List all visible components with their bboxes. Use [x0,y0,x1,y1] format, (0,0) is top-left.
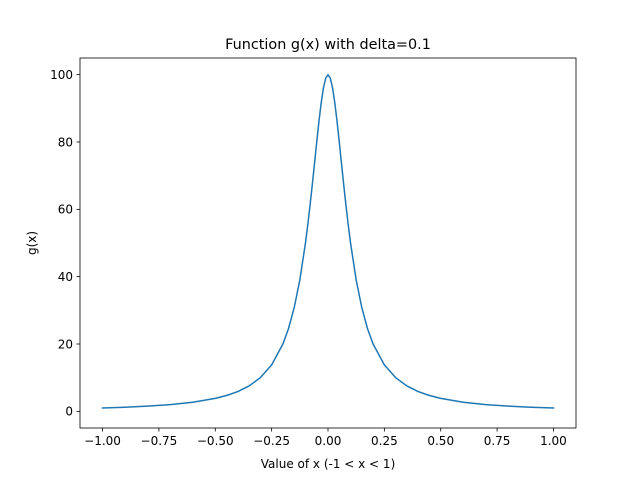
plot-background [80,58,576,428]
y-tick-label: 80 [58,135,73,149]
x-tick-label: 0.50 [427,434,454,448]
x-tick-label: 0.25 [371,434,398,448]
x-axis-label: Value of x (-1 < x < 1) [261,457,396,471]
x-tick-label: 0.75 [484,434,511,448]
x-tick-label: −0.25 [253,434,290,448]
y-tick-label: 0 [65,405,73,419]
chart-title: Function g(x) with delta=0.1 [225,37,431,53]
x-tick-label: 0.00 [315,434,342,448]
y-axis-label: g(x) [25,231,39,255]
x-axis-ticks: −1.00 −0.75 −0.50 −0.25 0.00 0.25 0.50 0.75 1.00 [84,428,567,448]
y-tick-label: 40 [58,270,73,284]
y-tick-label: 100 [50,68,73,82]
x-tick-label: −0.75 [141,434,178,448]
series-line [101,73,555,409]
y-tick-label: 20 [58,337,73,351]
x-tick-label: −1.00 [84,434,121,448]
plot-frame [79,57,577,429]
y-tick-label: 60 [58,203,73,217]
y-axis-ticks: 0 20 40 60 80 100 [50,68,80,419]
x-tick-label: −0.50 [197,434,234,448]
x-tick-label: 1.00 [540,434,567,448]
